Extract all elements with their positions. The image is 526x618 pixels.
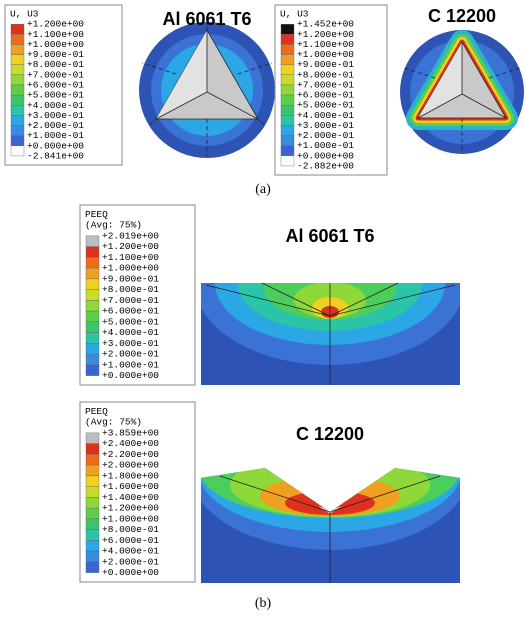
legend-swatch <box>11 65 24 75</box>
legend-swatch <box>281 105 294 115</box>
legend-label: +1.100e+00 <box>102 252 159 263</box>
legend-swatch <box>86 311 99 322</box>
legend-swatch <box>86 519 99 530</box>
legend-label: +2.000e-01 <box>102 349 159 360</box>
legend-swatch <box>86 365 99 376</box>
legend-swatch <box>86 454 99 465</box>
legend-swatch <box>11 44 24 54</box>
legend-label: -2.882e+00 <box>297 160 354 171</box>
legend-swatch <box>86 236 99 247</box>
plot-title: Al 6061 T6 <box>162 9 251 29</box>
plot-title: Al 6061 T6 <box>285 226 374 246</box>
contour-a2 <box>400 30 524 154</box>
legend-swatch <box>86 290 99 301</box>
legend-title: (Avg: 75%) <box>85 417 142 428</box>
legend-swatch <box>11 136 24 146</box>
contour-a1 <box>139 22 275 158</box>
legend-label: +4.000e-01 <box>102 546 159 557</box>
contour-b2 <box>190 390 470 583</box>
legend-swatch <box>86 300 99 311</box>
legend-label: +0.000e+00 <box>102 567 159 578</box>
legend-swatch <box>86 562 99 573</box>
legend-swatch <box>11 55 24 65</box>
legend-swatch <box>11 75 24 85</box>
legend-label: +4.000e-01 <box>102 327 159 338</box>
legend-swatch <box>281 44 294 54</box>
legend-swatch <box>281 115 294 125</box>
legend-title: PEEQ <box>85 209 108 220</box>
legend-swatch <box>281 34 294 44</box>
legend-swatch <box>86 247 99 258</box>
legend-label: +3.859e+00 <box>102 427 159 438</box>
legend-label: +1.000e+00 <box>102 263 159 274</box>
legend-label: +8.000e-01 <box>102 524 159 535</box>
caption: (b) <box>255 596 272 611</box>
legend-label: +6.000e-01 <box>102 306 159 317</box>
page: Al 6061 T6 C 12200 (a) Al 6061 T6 C 1220… <box>0 0 526 618</box>
legend-label: +1.000e+00 <box>102 513 159 524</box>
legend-swatch <box>86 354 99 365</box>
legend-label: +2.000e+00 <box>102 460 159 471</box>
legend-label: +2.000e-01 <box>102 556 159 567</box>
legend-swatch <box>86 551 99 562</box>
plot-title: C 12200 <box>428 6 496 26</box>
legend-swatch <box>86 530 99 541</box>
legend-label: +2.019e+00 <box>102 230 159 241</box>
legend-swatch <box>281 136 294 146</box>
legend-swatch <box>86 476 99 487</box>
figure: Al 6061 T6 C 12200 (a) Al 6061 T6 C 1220… <box>0 0 526 618</box>
legend-label: +1.200e+00 <box>102 503 159 514</box>
legend-label: +3.000e-01 <box>102 338 159 349</box>
legend-swatch <box>11 126 24 136</box>
legend-swatch <box>86 540 99 551</box>
legend-label: -2.841e+00 <box>27 150 84 161</box>
legend-swatch <box>281 85 294 95</box>
caption: (a) <box>255 182 271 197</box>
legend-swatch <box>11 115 24 125</box>
legend-label: +1.400e+00 <box>102 492 159 503</box>
legend-label: +6.000e-01 <box>102 535 159 546</box>
legend-label: +0.000e+00 <box>102 370 159 381</box>
legend-swatch <box>86 257 99 268</box>
legend-swatch <box>86 343 99 354</box>
legend-label: +5.000e-01 <box>102 316 159 327</box>
legend-swatch <box>86 497 99 508</box>
legend-swatch <box>11 146 24 156</box>
legend-swatch <box>11 34 24 44</box>
legend-title: PEEQ <box>85 406 108 417</box>
legend-swatch <box>86 444 99 455</box>
plot-title: C 12200 <box>296 424 364 444</box>
legend-swatch <box>281 24 294 34</box>
legend-label: +1.200e+00 <box>102 241 159 252</box>
legend-swatch <box>281 125 294 135</box>
legend-label: +2.200e+00 <box>102 449 159 460</box>
legend-swatch <box>86 322 99 333</box>
legend-swatch <box>281 156 294 166</box>
legend-swatch <box>281 65 294 75</box>
legend-swatch <box>11 95 24 105</box>
legend-swatch <box>281 95 294 105</box>
legend-swatch <box>86 279 99 290</box>
legend-swatch <box>281 55 294 65</box>
legend-label: +1.800e+00 <box>102 470 159 481</box>
legend-label: +1.600e+00 <box>102 481 159 492</box>
legend-swatch <box>281 75 294 85</box>
legend-swatch <box>11 105 24 115</box>
legend-title: (Avg: 75%) <box>85 220 142 231</box>
legend-label: +1.000e-01 <box>102 359 159 370</box>
legend-swatch <box>86 508 99 519</box>
legend-swatch <box>11 85 24 95</box>
legend-swatch <box>86 465 99 476</box>
legend-label: +2.400e+00 <box>102 438 159 449</box>
legend-swatch <box>281 146 294 156</box>
legend-swatch <box>86 487 99 498</box>
legend-label: +8.000e-01 <box>102 284 159 295</box>
legend-swatch <box>86 268 99 279</box>
legend-label: +9.000e-01 <box>102 273 159 284</box>
legend-swatch <box>86 433 99 444</box>
legend-swatch <box>11 24 24 34</box>
legend-label: +7.000e-01 <box>102 295 159 306</box>
legend-swatch <box>86 333 99 344</box>
